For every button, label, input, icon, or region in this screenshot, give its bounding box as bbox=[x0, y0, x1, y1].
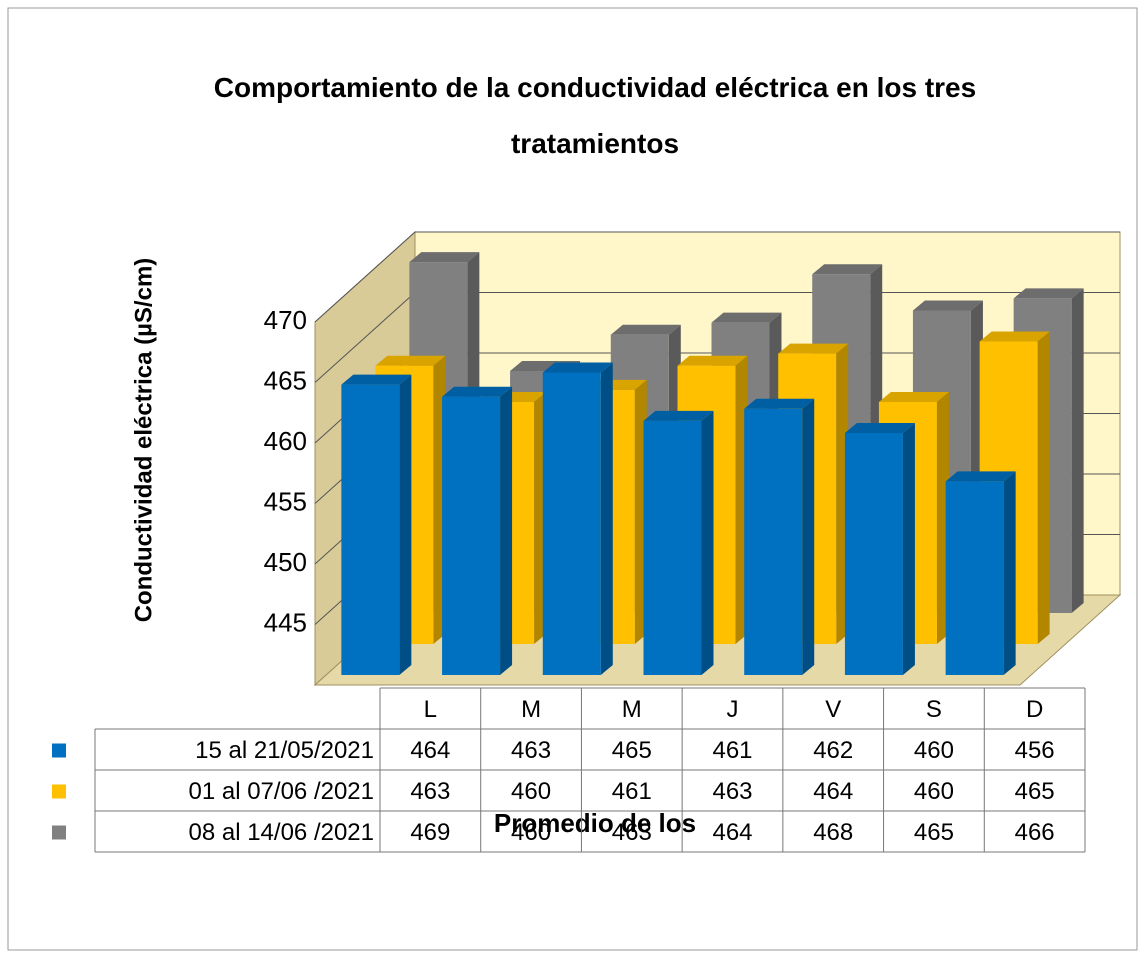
x-tick-label: L bbox=[424, 696, 437, 723]
bar-top bbox=[711, 312, 782, 323]
x-tick-label: D bbox=[1026, 696, 1043, 723]
bar-side bbox=[1071, 288, 1084, 613]
table-value: 460 bbox=[511, 778, 551, 805]
bar-top bbox=[1013, 288, 1084, 299]
table-value: 464 bbox=[410, 737, 450, 764]
bar-top bbox=[778, 343, 849, 354]
x-tick-label: M bbox=[521, 696, 541, 723]
y-axis-title: Conductividad eléctrica (µS/cm) bbox=[130, 258, 157, 623]
table-value: 465 bbox=[914, 819, 954, 846]
table-value: 463 bbox=[612, 819, 652, 846]
legend-swatch bbox=[52, 784, 66, 799]
bar-top bbox=[375, 355, 446, 366]
x-tick-label: V bbox=[825, 696, 841, 723]
legend-label: 08 al 14/06 /2021 bbox=[189, 819, 375, 846]
bar-side bbox=[802, 398, 815, 675]
bar-top bbox=[442, 386, 513, 397]
legend-swatch bbox=[52, 825, 66, 840]
bar-top bbox=[878, 392, 949, 402]
table-value: 464 bbox=[813, 778, 853, 805]
bar-top bbox=[979, 331, 1050, 342]
x-tick-label: J bbox=[727, 696, 739, 723]
bar bbox=[542, 372, 601, 675]
bar bbox=[945, 481, 1004, 675]
table-value: 463 bbox=[511, 737, 551, 764]
bar-top bbox=[643, 410, 714, 421]
table-value: 464 bbox=[712, 819, 752, 846]
legend-label: 01 al 07/06 /2021 bbox=[189, 778, 375, 805]
table-value: 465 bbox=[612, 737, 652, 764]
bar-side bbox=[500, 386, 513, 675]
table-value: 465 bbox=[1015, 778, 1055, 805]
x-tick-label: M bbox=[622, 696, 642, 723]
bar-top bbox=[812, 264, 883, 275]
x-tick-label: S bbox=[926, 696, 942, 723]
table-value: 460 bbox=[914, 737, 954, 764]
bar bbox=[744, 408, 803, 675]
bar-top bbox=[542, 362, 613, 373]
bar-side bbox=[701, 410, 714, 675]
bar bbox=[643, 420, 702, 675]
bar-top bbox=[912, 300, 983, 311]
bar-side bbox=[600, 362, 613, 675]
bar bbox=[844, 433, 903, 675]
chart-title: Comportamiento de la conductividad eléct… bbox=[213, 72, 977, 159]
table-value: 460 bbox=[914, 778, 954, 805]
bar-top bbox=[409, 252, 480, 263]
bar-side bbox=[902, 423, 915, 675]
table-value: 461 bbox=[712, 737, 752, 764]
y-tick-label: 465 bbox=[264, 365, 307, 395]
table-value: 466 bbox=[1015, 819, 1055, 846]
grid-line bbox=[314, 231, 1120, 323]
bar-top bbox=[744, 398, 815, 409]
bar-top bbox=[341, 374, 412, 385]
y-tick-label: 470 bbox=[264, 305, 307, 335]
table-value: 462 bbox=[813, 737, 853, 764]
bar bbox=[442, 396, 501, 675]
table-value: 461 bbox=[612, 778, 652, 805]
y-tick-label: 460 bbox=[264, 426, 307, 456]
y-tick-label: 450 bbox=[264, 547, 307, 577]
table-value: 463 bbox=[410, 778, 450, 805]
bar-side bbox=[1003, 471, 1016, 675]
legend-label: 15 al 21/05/2021 bbox=[195, 737, 374, 764]
table-value: 456 bbox=[1015, 737, 1055, 764]
x-axis-title: Promedio de los bbox=[494, 808, 696, 838]
bar-top bbox=[945, 471, 1016, 482]
bar bbox=[341, 384, 400, 675]
y-tick-label: 445 bbox=[264, 607, 307, 637]
bar-top bbox=[677, 355, 748, 366]
y-tick-label: 455 bbox=[264, 486, 307, 516]
bar-side bbox=[1037, 331, 1050, 644]
table-value: 469 bbox=[410, 819, 450, 846]
table-value: 468 bbox=[813, 819, 853, 846]
bar-side bbox=[399, 374, 412, 675]
legend-swatch bbox=[52, 743, 66, 758]
table-value: 463 bbox=[712, 778, 752, 805]
bar-top bbox=[844, 423, 915, 433]
bar-top bbox=[610, 324, 681, 335]
table-value: 460 bbox=[511, 819, 551, 846]
